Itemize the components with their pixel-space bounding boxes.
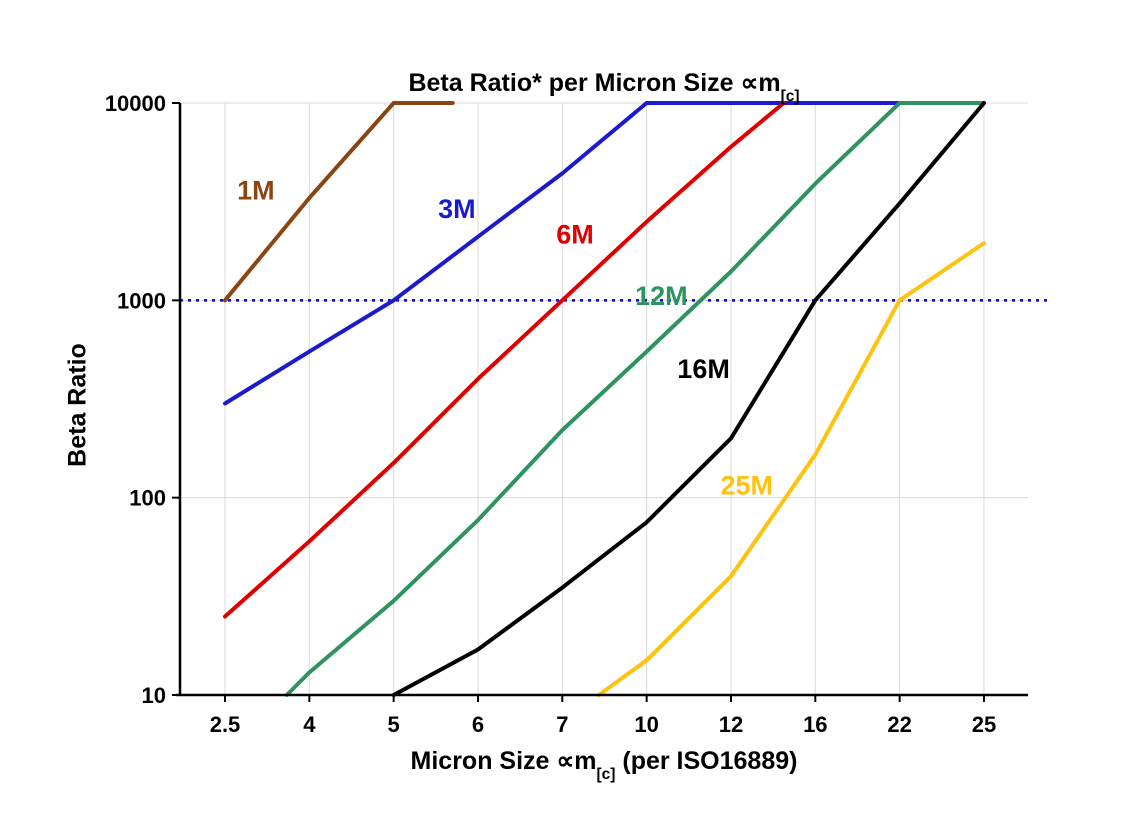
x-tick-label: 12 <box>719 712 743 737</box>
y-tick-label: 10000 <box>105 91 166 116</box>
x-tick-label: 7 <box>556 712 568 737</box>
chart-title-text: Beta Ratio* per Micron Size ∝m <box>408 69 781 97</box>
x-axis-title-post: (per ISO16889) <box>615 747 798 775</box>
series-line-12M <box>284 101 986 697</box>
series-line-1M <box>223 101 455 303</box>
series-line-6M <box>223 101 786 619</box>
x-axis-title: Micron Size ∝m[c] (per ISO16889) <box>180 746 1028 784</box>
y-tick-label: 1000 <box>117 288 166 313</box>
x-tick-label: 10 <box>634 712 658 737</box>
series-label-16M: 16M <box>677 354 730 384</box>
series-line-16M <box>391 101 986 697</box>
series-line-3M <box>223 101 902 406</box>
x-tick-label: 6 <box>472 712 484 737</box>
y-tick-label: 100 <box>129 486 166 511</box>
chart-title: Beta Ratio* per Micron Size ∝m[c] <box>180 68 1028 106</box>
series-line-25M <box>596 241 986 697</box>
x-axis-title-pre: Micron Size ∝m <box>410 747 597 775</box>
series-label-12M: 12M <box>635 281 688 311</box>
x-tick-label: 16 <box>803 712 827 737</box>
x-tick-label: 25 <box>972 712 996 737</box>
series-label-1M: 1M <box>237 176 275 206</box>
series-label-6M: 6M <box>556 220 594 250</box>
x-tick-label: 5 <box>388 712 400 737</box>
series-label-3M: 3M <box>438 194 476 224</box>
x-tick-label: 22 <box>887 712 911 737</box>
x-tick-label: 4 <box>303 712 316 737</box>
y-axis-title: Beta Ratio <box>63 343 92 467</box>
x-tick-label: 2.5 <box>210 712 241 737</box>
series-label-25M: 25M <box>721 471 774 501</box>
y-tick-label: 10 <box>142 683 166 708</box>
x-axis-title-subscript: [c] <box>596 766 616 784</box>
chart-title-subscript: [c] <box>780 88 800 106</box>
